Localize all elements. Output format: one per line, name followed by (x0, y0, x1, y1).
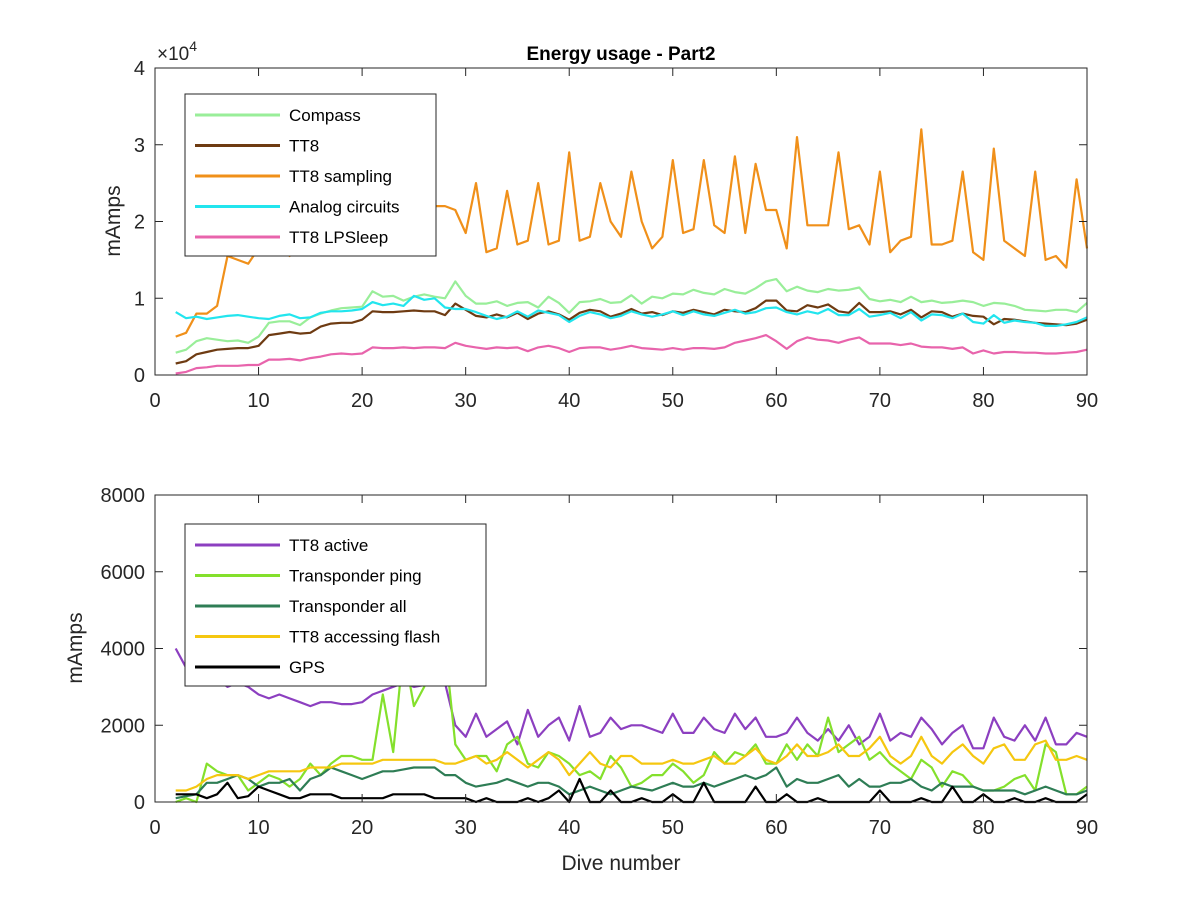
legend-label-transponder-ping: Transponder ping (289, 567, 422, 586)
bottom-plot-frame (154, 494, 1088, 803)
legend-label-transponder-all: Transponder all (289, 597, 407, 616)
y-tick-label: 1 (134, 288, 145, 310)
x-tick-label: 60 (765, 390, 787, 412)
legend-label-gps: GPS (289, 658, 325, 677)
legend-label-tt8: TT8 (289, 137, 319, 156)
y-tick-label: 4000 (101, 639, 146, 661)
legend-label-tt8-accessing-flash: TT8 accessing flash (289, 628, 440, 647)
x-tick-label: 10 (247, 390, 269, 412)
x-tick-label: 10 (247, 817, 269, 839)
x-tick-label: 20 (351, 390, 373, 412)
bottom-legend: TT8 active Transponder ping Transponder al… (184, 523, 487, 687)
y-axis-label: mAmps (102, 185, 125, 256)
legend-label-tt8-active: TT8 active (289, 536, 368, 555)
x-tick-label: 90 (1076, 390, 1098, 412)
x-tick-label: 50 (662, 390, 684, 412)
y-tick-label: 0 (134, 365, 145, 387)
top-ticks-group: 0 10 20 30 40 50 60 70 80 90 0 1 2 3 4 (134, 58, 1098, 412)
x-tick-label: 50 (662, 817, 684, 839)
x-tick-label: 60 (765, 817, 787, 839)
top-legend: Compass TT8 TT8 sampling Analog circuits TT8… (184, 93, 437, 257)
x-tick-label: 30 (455, 390, 477, 412)
legend-box (184, 523, 487, 687)
y-exponent-label: ×104 (157, 38, 197, 65)
y-tick-label: 2 (134, 212, 145, 234)
x-tick-label: 40 (558, 390, 580, 412)
legend-label-compass: Compass (289, 106, 361, 125)
legend-label-tt8-lpsleep: TT8 LPSleep (289, 228, 388, 247)
bottom-chart: Dive number mAmps 0 10 20 30 40 50 60 70 80 90 0 20… (64, 485, 1098, 875)
y-axis-label: mAmps (64, 612, 87, 683)
x-tick-label: 70 (869, 817, 891, 839)
x-tick-label: 70 (869, 390, 891, 412)
y-tick-label: 2000 (101, 715, 146, 737)
legend-label-analog-circuits: Analog circuits (289, 198, 400, 217)
x-tick-label: 90 (1076, 817, 1098, 839)
series-analog-circuits-line (175, 294, 1088, 327)
x-tick-label: 40 (558, 817, 580, 839)
series-tt8-line (175, 299, 1088, 365)
top-chart: Energy usage - Part2 ×104 mAmps 0 10 20 30 4… (102, 38, 1098, 412)
x-axis-label: Dive number (561, 852, 680, 875)
top-series-group (175, 128, 1089, 375)
chart-title: Energy usage - Part2 (526, 44, 715, 65)
top-plot-frame (154, 67, 1088, 376)
series-tt8-active-line (174, 647, 1088, 750)
x-tick-label: 0 (149, 817, 160, 839)
x-tick-label: 20 (351, 817, 373, 839)
y-tick-label: 8000 (101, 485, 146, 507)
x-tick-label: 0 (149, 390, 160, 412)
series-tt8-lpsleep-line (175, 334, 1088, 375)
x-tick-label: 80 (972, 817, 994, 839)
y-tick-label: 6000 (101, 562, 146, 584)
series-transponder-all-line (175, 766, 1088, 800)
y-tick-label: 0 (134, 792, 145, 814)
bottom-ticks-group: 0 10 20 30 40 50 60 70 80 90 0 2000 4000 6000 8000 (101, 485, 1099, 839)
y-tick-label: 3 (134, 135, 145, 157)
series-tt8-accessing-flash-line (175, 735, 1088, 792)
x-tick-label: 30 (455, 817, 477, 839)
x-tick-label: 80 (972, 390, 994, 412)
legend-label-tt8-sampling: TT8 sampling (289, 167, 392, 186)
y-tick-label: 4 (134, 58, 145, 80)
